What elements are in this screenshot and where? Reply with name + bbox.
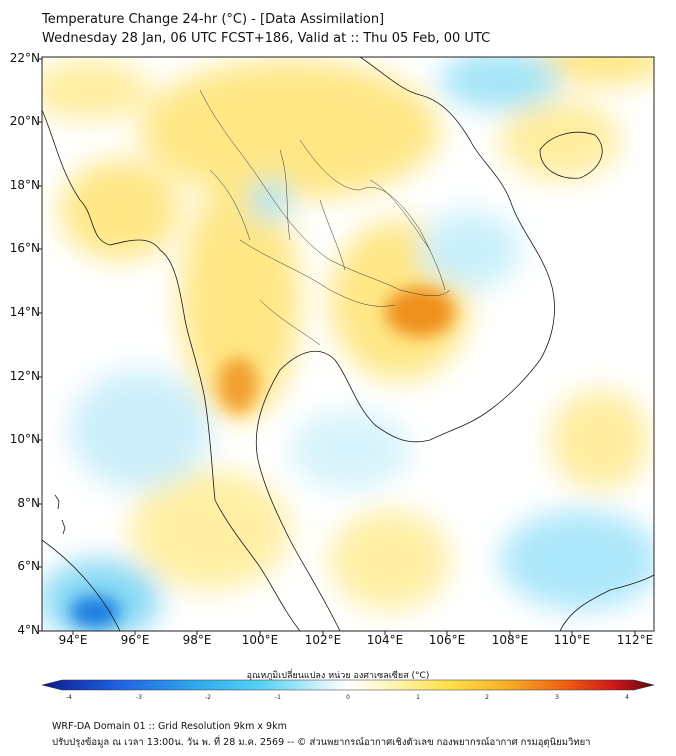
colorbar	[41, 679, 655, 691]
lon-label: 106°E	[428, 633, 466, 647]
lat-label: 16°N	[9, 241, 40, 255]
colorbar-tick: 0	[346, 694, 350, 701]
lon-label: 96°E	[120, 633, 150, 647]
plot-frame	[41, 56, 655, 632]
lat-label: 4°N	[17, 623, 40, 637]
colorbar-tick: -1	[275, 694, 281, 701]
temperature-change-map	[38, 56, 655, 635]
colorbar-strip	[41, 679, 655, 691]
footer-model-info: WRF-DA Domain 01 :: Grid Resolution 9km …	[52, 721, 287, 732]
lat-label: 22°N	[9, 51, 40, 65]
province-borders	[199, 89, 451, 346]
map-subtitle: Wednesday 28 Jan, 06 UTC FCST+186, Valid…	[42, 31, 491, 46]
coastlines	[42, 57, 654, 631]
lat-label: 20°N	[9, 114, 40, 128]
lat-label: 18°N	[9, 178, 40, 192]
lon-label: 112°E	[616, 633, 654, 647]
lon-label: 94°E	[58, 633, 88, 647]
colorbar-tick: -2	[205, 694, 211, 701]
axis-ticks	[38, 58, 636, 635]
map-title: Temperature Change 24-hr (°C) - [Data As…	[42, 12, 385, 27]
lat-label: 14°N	[9, 305, 40, 319]
lat-label: 8°N	[17, 496, 40, 510]
lon-label: 100°E	[241, 633, 279, 647]
lat-label: 12°N	[9, 369, 40, 383]
colorbar-tick: 3	[555, 694, 559, 701]
colorbar-label: อุณหภูมิเปลี่ยนแปลง หน่วย องศาเซลเซียส (…	[246, 671, 430, 681]
lon-label: 98°E	[182, 633, 212, 647]
lon-label: 104°E	[366, 633, 404, 647]
colorbar-tick: 1	[416, 694, 420, 701]
lon-label: 108°E	[491, 633, 529, 647]
lon-label: 110°E	[553, 633, 591, 647]
lon-label: 102°E	[304, 633, 342, 647]
field-shading	[42, 57, 654, 631]
lat-label: 6°N	[17, 559, 40, 573]
colorbar-tick: 4	[625, 694, 629, 701]
lat-label: 10°N	[9, 432, 40, 446]
colorbar-tick: -3	[136, 694, 142, 701]
footer-credit: ปรับปรุงข้อมูล ณ เวลา 13:00น. วัน พ. ที่…	[52, 737, 591, 748]
colorbar-tick: -4	[66, 694, 72, 701]
colorbar-tick: 2	[485, 694, 489, 701]
